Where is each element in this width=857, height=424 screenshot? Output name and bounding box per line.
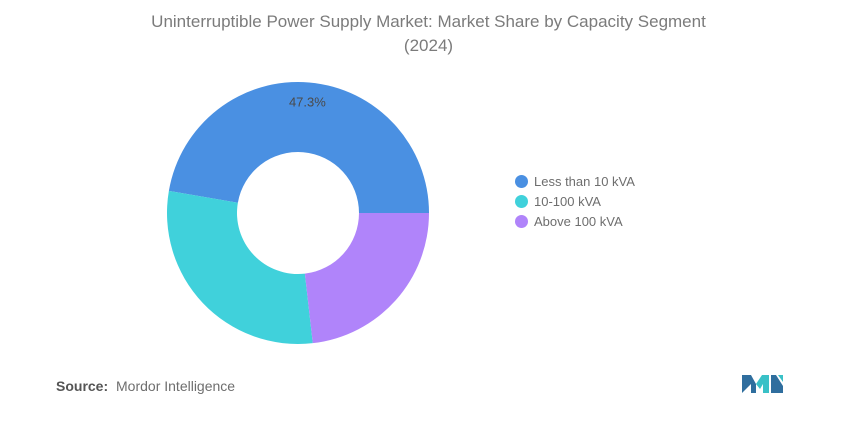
legend-item-10-100-kva[interactable]: 10-100 kVA xyxy=(515,191,635,211)
chart-title-line1: Uninterruptible Power Supply Market: Mar… xyxy=(151,12,706,31)
legend-label: Less than 10 kVA xyxy=(534,173,635,189)
chart-title: Uninterruptible Power Supply Market: Mar… xyxy=(0,10,857,58)
legend-dot-icon xyxy=(515,214,528,228)
source-value: Mordor Intelligence xyxy=(116,378,236,394)
legend-dot-icon xyxy=(515,194,528,208)
source-label: Source: xyxy=(56,378,109,394)
legend-label: 10-100 kVA xyxy=(534,193,601,209)
slice-less-than-10-kva[interactable] xyxy=(168,81,430,213)
legend-item-less-than-10-kva[interactable]: Less than 10 kVA xyxy=(515,171,635,191)
slice-10-100-kva[interactable] xyxy=(167,190,313,344)
mordor-intelligence-logo-icon xyxy=(742,375,783,393)
legend-label: Above 100 kVA xyxy=(534,213,623,229)
chart-legend: Less than 10 kVA 10-100 kVA Above 100 kV… xyxy=(515,171,635,231)
chart-title-line2: (2024) xyxy=(403,36,454,55)
data-label: 47.3% xyxy=(289,94,326,109)
slice-above-100-kva[interactable] xyxy=(304,213,429,344)
legend-dot-icon xyxy=(515,174,528,188)
source-note: Source: Mordor Intelligence xyxy=(56,378,235,394)
legend-item-above-100-kva[interactable]: Above 100 kVA xyxy=(515,211,635,231)
